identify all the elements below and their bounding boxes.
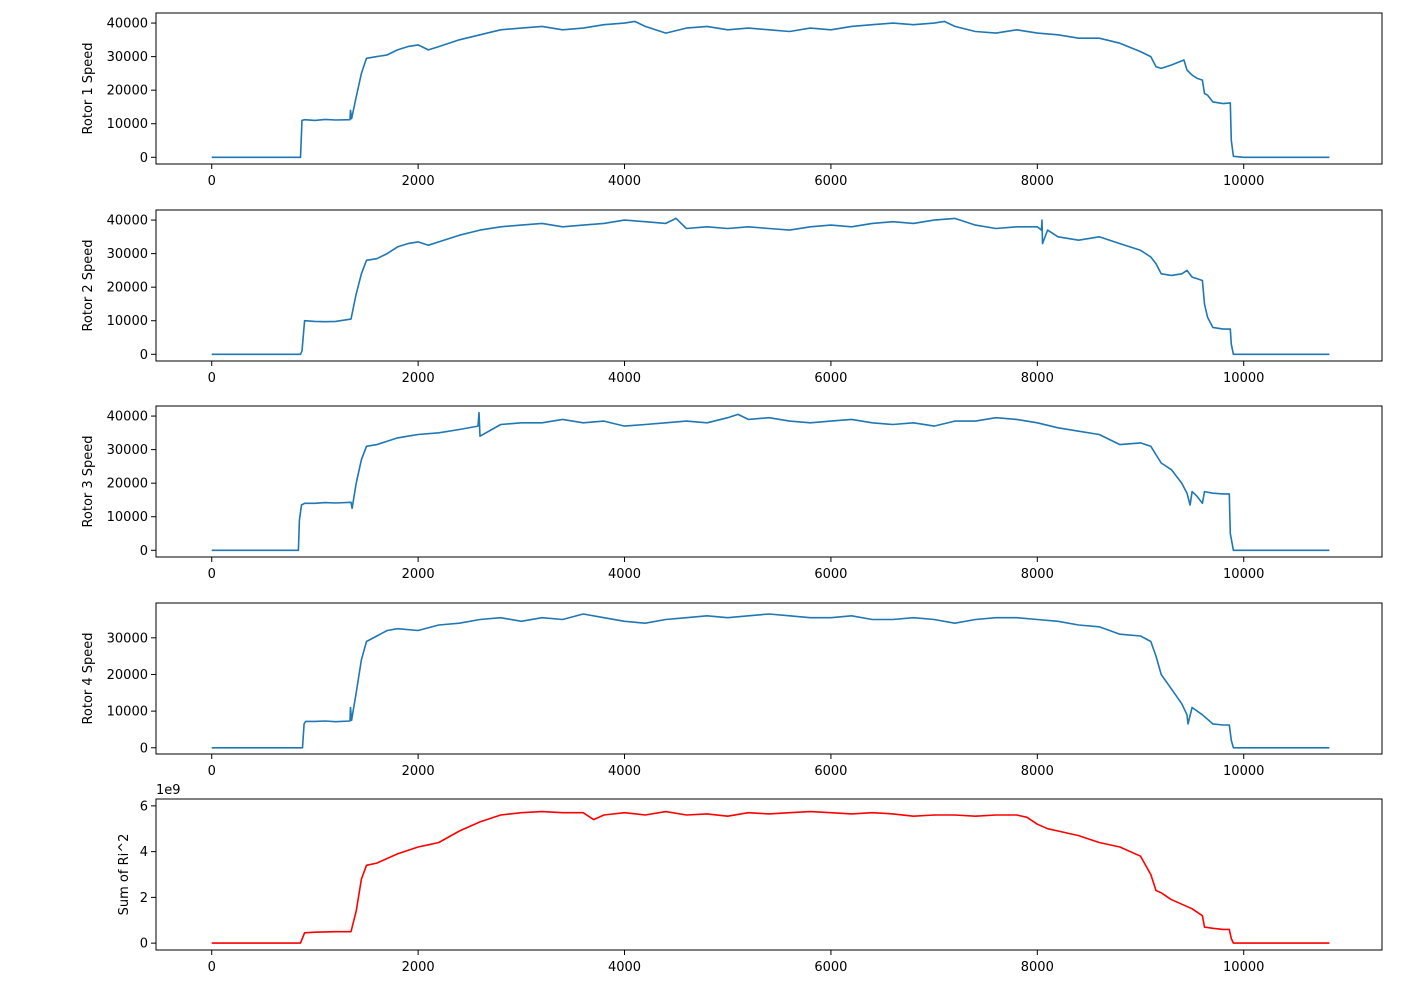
rotor-2-subplot: 0 10000 20000 30000 40000 0 2000 4000 6000 8000 1… <box>81 209 1383 386</box>
rotor-1-ytick-label: 20000 <box>107 84 148 99</box>
sum-squares-xtick-label: 0 <box>208 960 216 975</box>
sum-squares-ytick-label: 4 <box>140 845 148 860</box>
rotor-1-y-axis-label: Rotor 1 Speed <box>81 42 96 134</box>
rotor-3-y-axis-label: Rotor 3 Speed <box>81 435 96 527</box>
sum-squares-y-axis-label: Sum of Ri^2 <box>117 834 132 916</box>
rotor-2-xtick-label: 10000 <box>1223 371 1264 386</box>
rotor-3-series-line <box>211 411 1330 552</box>
sum-squares-offset-label: 1e9 <box>156 783 181 798</box>
sum-squares-xtick-label: 2000 <box>402 960 435 975</box>
rotor-3-subplot: 0 10000 20000 30000 40000 0 2000 4000 6000 8000 1… <box>81 405 1383 582</box>
rotor-3-xtick-label: 6000 <box>814 567 847 582</box>
sum-squares-series-line <box>211 810 1330 944</box>
rotor-4-yticks: 0 10000 20000 30000 <box>107 631 156 756</box>
rotor-3-xtick-label: 4000 <box>608 567 641 582</box>
sum-squares-yticks: 0 2 4 6 <box>140 799 156 952</box>
rotor-4-xtick-label: 0 <box>208 764 216 779</box>
rotor-1-xtick-label: 8000 <box>1021 174 1054 189</box>
rotor-3-plot-frame <box>155 405 1383 558</box>
sum-squares-xtick-label: 6000 <box>814 960 847 975</box>
rotor-1-ytick-label: 0 <box>140 151 148 166</box>
rotor-3-xtick-label: 0 <box>208 567 216 582</box>
rotor-3-xtick-label: 8000 <box>1021 567 1054 582</box>
rotor-3-xtick-label: 10000 <box>1223 567 1264 582</box>
rotor-4-ytick-label: 20000 <box>107 668 148 683</box>
sum-squares-line-layer <box>211 810 1330 944</box>
rotor-1-subplot: 0 10000 20000 30000 40000 0 2000 4000 6000 8000 1… <box>81 12 1383 189</box>
rotor-4-xtick-label: 2000 <box>402 764 435 779</box>
rotor-1-ytick-label: 30000 <box>107 50 148 65</box>
rotor-3-ytick-label: 0 <box>140 544 148 559</box>
rotor-2-y-axis-label: Rotor 2 Speed <box>81 239 96 331</box>
rotor-1-xtick-label: 4000 <box>608 174 641 189</box>
rotor-4-ytick-label: 0 <box>140 741 148 756</box>
rotor-1-plot-frame <box>155 12 1383 165</box>
rotor-4-y-axis-label: Rotor 4 Speed <box>81 632 96 724</box>
sum-squares-xtick-label: 8000 <box>1021 960 1054 975</box>
rotor-2-ytick-label: 40000 <box>107 214 148 229</box>
rotor-4-xtick-label: 8000 <box>1021 764 1054 779</box>
rotor-4-ytick-label: 30000 <box>107 631 148 646</box>
rotor-4-plot-frame <box>155 602 1383 755</box>
rotor-3-ytick-label: 10000 <box>107 510 148 525</box>
rotor-2-xticks: 0 2000 4000 6000 8000 10000 <box>208 361 1264 386</box>
rotor-1-ytick-label: 40000 <box>107 17 148 32</box>
rotor-4-line-layer <box>211 613 1330 749</box>
sum-squares-ytick-label: 6 <box>140 799 148 814</box>
rotor-2-series-line <box>211 217 1330 356</box>
rotor-4-xticks: 0 2000 4000 6000 8000 10000 <box>208 754 1264 779</box>
rotor-2-ytick-label: 30000 <box>107 247 148 262</box>
rotor-2-yticks: 0 10000 20000 30000 40000 <box>107 214 156 363</box>
rotor-1-xtick-label: 0 <box>208 174 216 189</box>
rotor-1-series-line <box>211 20 1330 159</box>
rotor-1-xtick-label: 10000 <box>1223 174 1264 189</box>
rotor-4-ytick-label: 10000 <box>107 705 148 720</box>
rotor-1-yticks: 0 10000 20000 30000 40000 <box>107 17 156 166</box>
rotor-2-ytick-label: 20000 <box>107 281 148 296</box>
rotor-1-xticks: 0 2000 4000 6000 8000 10000 <box>208 164 1264 189</box>
rotor-2-plot-frame <box>155 209 1383 362</box>
rotor-2-ytick-label: 0 <box>140 348 148 363</box>
sum-squares-ytick-label: 2 <box>140 891 148 906</box>
rotor-1-line-layer <box>211 20 1330 159</box>
rotor-4-series-line <box>211 613 1330 749</box>
sum-squares-ytick-label: 0 <box>140 937 148 952</box>
rotor-1-ytick-label: 10000 <box>107 117 148 132</box>
sum-squares-xtick-label: 4000 <box>608 960 641 975</box>
rotor-1-xtick-label: 6000 <box>814 174 847 189</box>
rotor-4-xtick-label: 4000 <box>608 764 641 779</box>
rotor-2-line-layer <box>211 217 1330 356</box>
rotor-2-ytick-label: 10000 <box>107 314 148 329</box>
rotor-3-xticks: 0 2000 4000 6000 8000 10000 <box>208 557 1264 582</box>
rotor-3-xtick-label: 2000 <box>402 567 435 582</box>
rotor-2-xtick-label: 2000 <box>402 371 435 386</box>
rotor-2-xtick-label: 6000 <box>814 371 847 386</box>
rotor-3-ytick-label: 20000 <box>107 477 148 492</box>
rotor-2-xtick-label: 0 <box>208 371 216 386</box>
rotor-3-ytick-label: 40000 <box>107 410 148 425</box>
rotor-2-xtick-label: 4000 <box>608 371 641 386</box>
rotor-3-ytick-label: 30000 <box>107 443 148 458</box>
sum-squares-xticks: 0 2000 4000 6000 8000 10000 <box>208 950 1264 975</box>
sum-squares-plot-frame <box>155 798 1383 951</box>
rotor-2-xtick-label: 8000 <box>1021 371 1054 386</box>
rotor-4-xtick-label: 10000 <box>1223 764 1264 779</box>
rotor-1-xtick-label: 2000 <box>402 174 435 189</box>
rotor-4-xtick-label: 6000 <box>814 764 847 779</box>
sum-squares-xtick-label: 10000 <box>1223 960 1264 975</box>
rotor-3-line-layer <box>211 411 1330 552</box>
rotor-3-yticks: 0 10000 20000 30000 40000 <box>107 410 156 559</box>
